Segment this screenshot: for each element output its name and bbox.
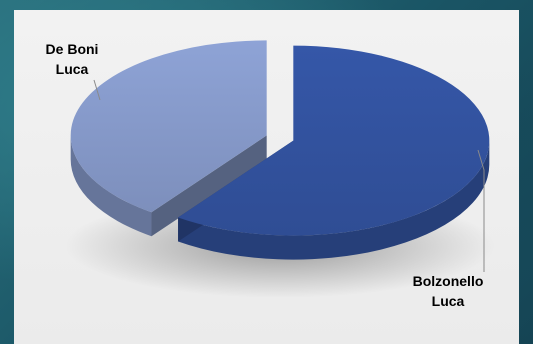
data-label: Bolzonello Luca [413,273,484,309]
pie-slice-side [70,135,152,237]
leader-line [93,79,101,101]
pie-slice-cut [151,135,267,237]
pie-slice-top [178,45,490,236]
pie-chart: Bolzonello Luca De Boni Luca [46,40,495,309]
pie-slice-de-boni-luca [70,40,267,237]
chart-area: Bolzonello Luca De Boni Luca [14,10,519,344]
pie-slice-side [178,140,490,260]
pie-slice-top [70,40,267,213]
leader-line [477,149,485,272]
data-label: De Boni Luca [46,41,99,77]
pie-slice-bolzonello-luca [178,45,490,260]
